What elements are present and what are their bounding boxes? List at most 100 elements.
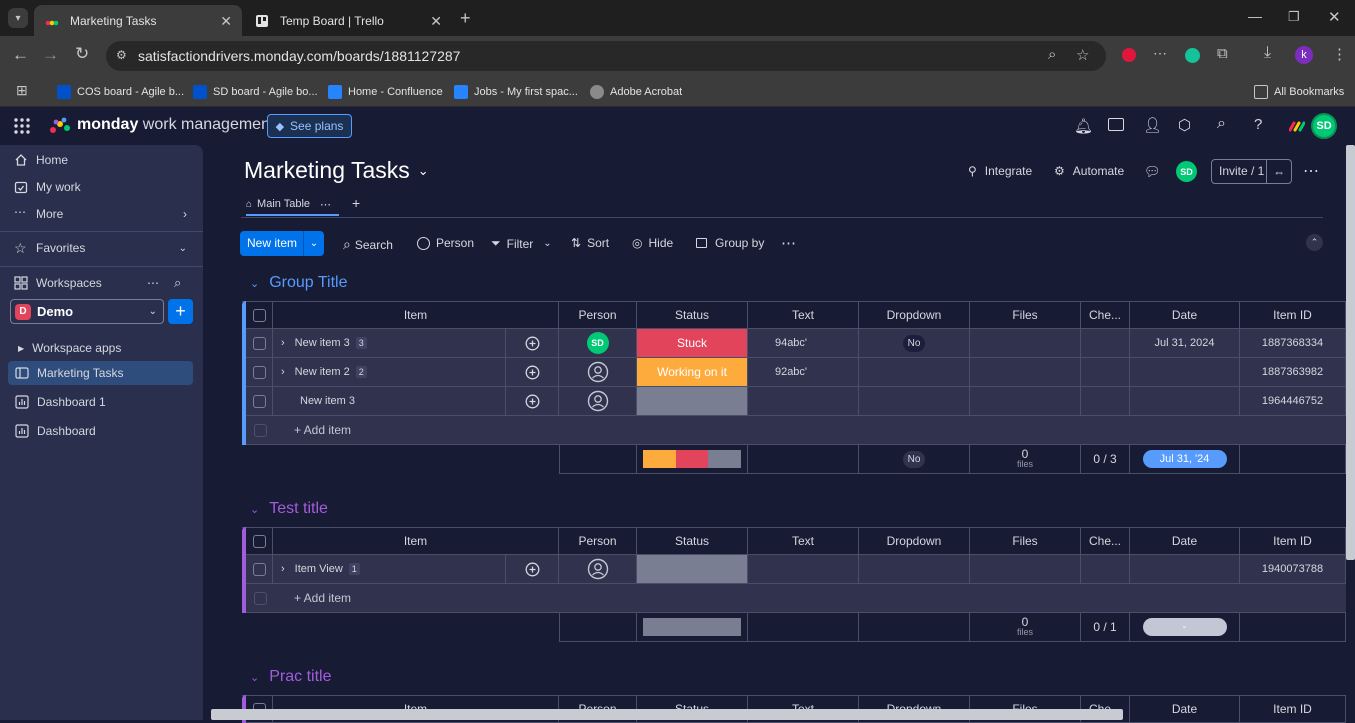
- table-row[interactable]: › New item 3 3 SD Stuck 94abc' No Jul 31, 2024 1…: [242, 328, 1346, 358]
- table-row[interactable]: New item 3 1964446752: [242, 386, 1346, 416]
- browser-menu-icon[interactable]: ⋮: [1332, 46, 1347, 63]
- column-header-item[interactable]: Item: [273, 301, 559, 328]
- expand-subitems-icon[interactable]: ›: [281, 563, 285, 575]
- column-header-date[interactable]: Date: [1130, 301, 1240, 328]
- cell-files[interactable]: [970, 387, 1081, 416]
- cell-date[interactable]: [1130, 387, 1240, 416]
- cell-text[interactable]: 92abc': [748, 358, 859, 387]
- bookmark-star-icon[interactable]: ☆: [1076, 47, 1090, 64]
- cell-text[interactable]: [748, 555, 859, 584]
- summary-files[interactable]: 0 files: [970, 613, 1081, 642]
- horizontal-scrollbar[interactable]: [211, 709, 1123, 720]
- date-range-pill[interactable]: Jul 31, '24: [1142, 450, 1227, 468]
- cell-status[interactable]: Working on it: [637, 358, 748, 387]
- column-header-text[interactable]: Text: [748, 301, 859, 328]
- group-title[interactable]: ⌄ Prac title: [250, 668, 331, 686]
- help-icon[interactable]: ?: [1254, 116, 1263, 133]
- column-header-id[interactable]: Item ID: [1240, 527, 1346, 554]
- cell-id[interactable]: 1940073788: [1240, 555, 1346, 584]
- column-header-status[interactable]: Status: [637, 527, 748, 554]
- status-distribution-bar[interactable]: [643, 618, 741, 636]
- tab-main-table[interactable]: ⌂ Main Table ⋯: [246, 194, 340, 216]
- add-update-icon[interactable]: [506, 562, 558, 577]
- cell-chk[interactable]: [246, 358, 273, 387]
- add-workspace-item-button[interactable]: +: [168, 299, 193, 324]
- person-avatar[interactable]: SD: [586, 332, 609, 354]
- extension-red-icon[interactable]: [1122, 48, 1136, 62]
- bookmark-adobe-acrobat[interactable]: Adobe Acrobat: [590, 82, 682, 102]
- row-checkbox[interactable]: [252, 365, 266, 379]
- search-icon[interactable]: ⌕: [1217, 115, 1226, 132]
- apps-grid-icon[interactable]: ⊞: [16, 82, 28, 98]
- automate-button[interactable]: ⚙ Automate: [1054, 164, 1124, 178]
- summary-status[interactable]: [637, 613, 748, 642]
- add-item-row[interactable]: + Add item: [246, 584, 1346, 613]
- add-item-label[interactable]: + Add item: [294, 591, 352, 605]
- workspace-options-icon[interactable]: ⋯: [147, 276, 159, 290]
- sidebar-item-my-work[interactable]: My work: [0, 175, 203, 199]
- sidebar-item-more[interactable]: ⋯ More ›: [0, 202, 203, 226]
- monday-logo-icon[interactable]: [48, 116, 72, 136]
- cell-status[interactable]: [637, 555, 748, 584]
- item-name[interactable]: New item 3: [300, 395, 356, 407]
- column-header-id[interactable]: Item ID: [1240, 695, 1346, 722]
- board-member-avatar[interactable]: SD: [1176, 161, 1197, 182]
- filter-button[interactable]: ⏷ Filter ⌄: [491, 236, 552, 251]
- row-checkbox[interactable]: [252, 394, 266, 408]
- sidebar-item-dashboard[interactable]: Dashboard: [0, 419, 203, 443]
- cell-chk[interactable]: [246, 387, 273, 416]
- chevron-down-icon[interactable]: ⌄: [309, 238, 319, 249]
- cell-id[interactable]: 1887363982: [1240, 358, 1346, 387]
- browser-tab-marketing-tasks[interactable]: Marketing Tasks ✕: [34, 5, 242, 36]
- chevron-down-icon[interactable]: ⌄: [543, 238, 552, 249]
- status-distribution-bar[interactable]: [643, 450, 742, 468]
- subitems-count-badge[interactable]: 2: [355, 366, 367, 378]
- date-range-pill[interactable]: -: [1142, 618, 1227, 636]
- zoom-icon[interactable]: ⌕: [1048, 46, 1057, 63]
- empty-person-icon[interactable]: [587, 558, 609, 580]
- chevron-down-icon[interactable]: ⌄: [250, 503, 260, 516]
- row-checkbox[interactable]: [252, 336, 266, 350]
- cell-item[interactable]: › Item View 1: [273, 554, 559, 584]
- cell-item[interactable]: › New item 2 2: [273, 357, 559, 387]
- summary-id[interactable]: [1240, 445, 1346, 474]
- extensions-puzzle-icon[interactable]: ⧉: [1217, 45, 1228, 62]
- extension-dots-icon[interactable]: ⋯: [1153, 45, 1167, 61]
- cell-check[interactable]: [1081, 358, 1130, 387]
- status-label[interactable]: [637, 387, 747, 415]
- marketplace-icon[interactable]: ⬡: [1178, 117, 1192, 134]
- add-update-icon[interactable]: [506, 336, 558, 351]
- table-row[interactable]: › New item 2 2 Working on it 92abc' 188736398…: [242, 357, 1346, 387]
- column-header-files[interactable]: Files: [970, 527, 1081, 554]
- status-label[interactable]: [637, 555, 747, 583]
- cell-check[interactable]: [1081, 555, 1130, 584]
- expand-subitems-icon[interactable]: ›: [281, 366, 285, 378]
- empty-person-icon[interactable]: [587, 390, 609, 412]
- summary-id[interactable]: [1240, 613, 1346, 642]
- workspace-selector[interactable]: D Demo ⌄: [10, 299, 164, 324]
- person-filter-button[interactable]: Person: [417, 236, 474, 250]
- dropdown-chip[interactable]: No: [902, 450, 926, 468]
- all-bookmarks[interactable]: All Bookmarks: [1254, 82, 1344, 102]
- tab-search-icon[interactable]: ▾: [8, 8, 28, 28]
- bookmark-cos-board[interactable]: COS board - Agile b...: [57, 82, 184, 102]
- summary-dropdown[interactable]: No: [859, 445, 970, 474]
- app-brand[interactable]: monday work management: [77, 116, 274, 134]
- column-header-person[interactable]: Person: [559, 527, 637, 554]
- item-name[interactable]: Item View: [294, 563, 343, 575]
- item-name[interactable]: New item 3: [294, 337, 350, 349]
- sidebar-item-dashboard-1[interactable]: Dashboard 1: [0, 390, 203, 414]
- column-header-check[interactable]: Che...: [1081, 527, 1130, 554]
- column-header-text[interactable]: Text: [748, 527, 859, 554]
- select-all-checkbox[interactable]: [252, 534, 266, 548]
- sidebar-item-home[interactable]: Home: [0, 148, 203, 172]
- cell-item[interactable]: › New item 3 3: [273, 328, 559, 358]
- summary-check[interactable]: 0 / 3: [1081, 445, 1130, 474]
- summary-status[interactable]: [637, 445, 748, 474]
- reload-icon[interactable]: ↻: [75, 44, 90, 63]
- add-update-icon[interactable]: [506, 365, 558, 380]
- chevron-down-icon[interactable]: ⌄: [250, 277, 260, 290]
- summary-date[interactable]: -: [1130, 613, 1240, 642]
- new-tab-icon[interactable]: +: [460, 8, 471, 28]
- column-header-files[interactable]: Files: [970, 301, 1081, 328]
